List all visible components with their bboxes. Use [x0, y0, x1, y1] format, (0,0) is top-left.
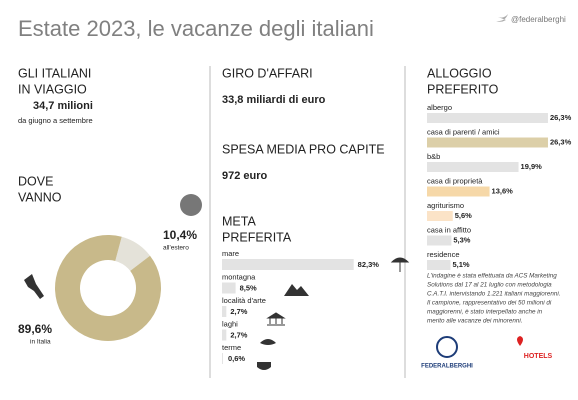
stat-note: da giugno a settembre — [18, 116, 93, 125]
section-title: DOVE — [18, 174, 53, 188]
logo: FEDERALBERGHI — [421, 364, 473, 370]
bar — [222, 353, 223, 364]
italy-icon — [24, 274, 44, 299]
note-line: merito alle vacanze dei minorenni. — [427, 318, 523, 325]
value-label: 2,7% — [230, 330, 247, 339]
mountain-icon — [284, 284, 309, 296]
category-label: mare — [222, 249, 239, 258]
bar — [427, 211, 453, 221]
note-line: L'indagine è stata effettuata da ACS Mar… — [427, 273, 557, 280]
donut-slice — [115, 236, 151, 271]
note-line: C.A.T.I. intervistando 1.221 italiani ma… — [427, 291, 560, 298]
umbrella-icon — [390, 257, 410, 272]
section-title: GLI ITALIANI — [18, 66, 91, 80]
category-label: residence — [427, 250, 460, 259]
bar — [222, 329, 227, 341]
logo-heart — [517, 336, 523, 346]
value-label: 2,7% — [230, 307, 247, 316]
spa-icon — [257, 362, 271, 370]
category-label: località d'arte — [222, 296, 266, 305]
bar — [427, 137, 548, 148]
bar — [427, 113, 548, 123]
lake-icon — [260, 339, 276, 345]
note-line: maggiorenni, è stato interpellato anche … — [427, 309, 543, 316]
title: Estate 2023, le vacanze degli italiani — [18, 16, 374, 41]
stat-value: 34,7 milioni — [33, 100, 93, 112]
category-label: casa di proprietà — [427, 176, 483, 185]
twitter-icon — [496, 14, 508, 22]
category-label: laghi — [222, 319, 238, 328]
stat-value: 972 euro — [222, 170, 268, 182]
donut-slice — [55, 235, 162, 342]
note-line: Il campione, rappresentativo dei 50 mili… — [427, 300, 552, 307]
category-label: casa in affitto — [427, 225, 471, 234]
bar — [222, 306, 227, 317]
bar — [427, 235, 452, 246]
category-label: casa di parenti / amici — [427, 127, 500, 136]
slice-label: all'estero — [163, 245, 189, 252]
section-title: IN VIAGGIO — [18, 82, 87, 96]
section-title: VANNO — [18, 190, 62, 204]
bar — [222, 259, 354, 270]
value-label: 5,3% — [453, 235, 470, 244]
handle: @federalberghi — [511, 15, 566, 24]
value-label: 26,3% — [550, 137, 572, 146]
bar — [222, 282, 236, 294]
monument-icon — [266, 312, 286, 326]
value-label: 5,1% — [452, 260, 469, 269]
note-line: Solutions dal 17 al 21 luglio con metodo… — [427, 282, 552, 289]
value-label: 0,6% — [228, 354, 245, 363]
slice-label: in Italia — [30, 339, 51, 346]
globe-icon — [180, 194, 202, 216]
category-label: albergo — [427, 103, 452, 112]
value-label: 5,6% — [455, 211, 472, 220]
category-label: b&b — [427, 152, 440, 161]
value-label: 13,6% — [492, 186, 514, 195]
value-label: 8,5% — [240, 283, 257, 292]
section-title: GIRO D'AFFARI — [222, 66, 313, 80]
bar — [427, 186, 490, 197]
bar — [427, 260, 451, 270]
section-title: PREFERITO — [427, 82, 499, 96]
value-label: 82,3% — [358, 260, 380, 269]
section-title: SPESA MEDIA PRO CAPITE — [222, 142, 385, 156]
stat-value: 33,8 miliardi di euro — [222, 94, 326, 106]
logo: HOTELS — [524, 353, 553, 360]
section-title: ALLOGGIO — [427, 66, 492, 80]
section-title: PREFERITA — [222, 230, 292, 244]
slice-value: 89,6% — [18, 322, 52, 336]
logo-emblem — [436, 336, 458, 358]
value-label: 26,3% — [550, 113, 572, 122]
category-label: terme — [222, 343, 241, 352]
category-label: agriturismo — [427, 201, 464, 210]
section-title: META — [222, 214, 256, 228]
slice-value: 10,4% — [163, 228, 197, 242]
bar — [427, 162, 519, 172]
category-label: montagna — [222, 272, 256, 281]
value-label: 19,9% — [521, 162, 543, 171]
